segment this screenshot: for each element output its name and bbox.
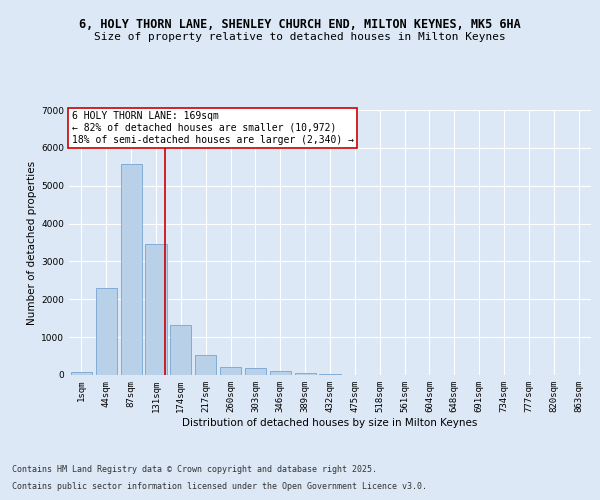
Bar	[96, 288, 117, 375]
Text: Contains public sector information licensed under the Open Government Licence v3: Contains public sector information licen…	[12, 482, 427, 491]
Bar	[195, 355, 216, 375]
Bar	[71, 372, 92, 375]
X-axis label: Distribution of detached houses by size in Milton Keynes: Distribution of detached houses by size …	[182, 418, 478, 428]
Y-axis label: Number of detached properties: Number of detached properties	[27, 160, 37, 324]
Bar	[319, 374, 341, 375]
Bar	[245, 368, 266, 375]
Bar	[270, 372, 291, 375]
Text: 6 HOLY THORN LANE: 169sqm
← 82% of detached houses are smaller (10,972)
18% of s: 6 HOLY THORN LANE: 169sqm ← 82% of detac…	[71, 112, 353, 144]
Bar	[145, 244, 167, 375]
Bar	[220, 367, 241, 375]
Bar	[295, 373, 316, 375]
Text: Contains HM Land Registry data © Crown copyright and database right 2025.: Contains HM Land Registry data © Crown c…	[12, 465, 377, 474]
Text: 6, HOLY THORN LANE, SHENLEY CHURCH END, MILTON KEYNES, MK5 6HA: 6, HOLY THORN LANE, SHENLEY CHURCH END, …	[79, 18, 521, 30]
Bar	[121, 164, 142, 375]
Text: Size of property relative to detached houses in Milton Keynes: Size of property relative to detached ho…	[94, 32, 506, 42]
Bar	[170, 325, 191, 375]
